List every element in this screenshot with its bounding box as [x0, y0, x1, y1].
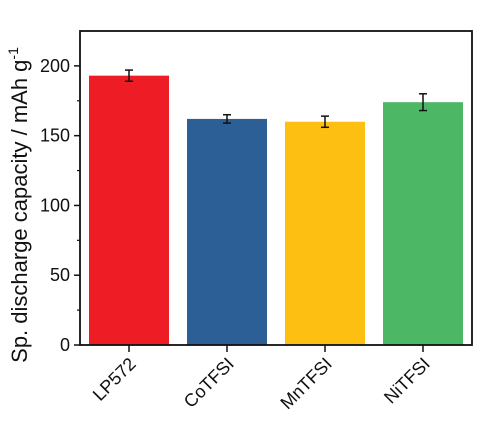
y-axis-title-text: Sp. discharge capacity / mAh g: [7, 60, 32, 363]
y-tick-label-100: 100: [40, 195, 70, 215]
x-tick-label-cotfsi: CoTFSI: [180, 354, 238, 412]
y-tick-label-0: 0: [60, 335, 70, 355]
y-axis-title-superscript: -1: [5, 47, 21, 60]
bar-cotfsi: [187, 118, 267, 345]
y-tick-label-50: 50: [50, 265, 70, 285]
x-tick-label-mntfsi: MnTFSI: [276, 354, 335, 413]
bar-mntfsi: [285, 121, 365, 345]
x-tick-label-lp572: LP572: [89, 354, 140, 405]
bar-lp572: [89, 75, 169, 345]
y-axis-title: Sp. discharge capacity / mAh g-1: [5, 47, 32, 363]
y-tick-label-200: 200: [40, 56, 70, 76]
y-tick-label-150: 150: [40, 126, 70, 146]
x-tick-label-nitfsi: NiTFSI: [380, 354, 434, 408]
bar-nitfsi: [383, 102, 463, 345]
plot-frame: [79, 30, 473, 346]
